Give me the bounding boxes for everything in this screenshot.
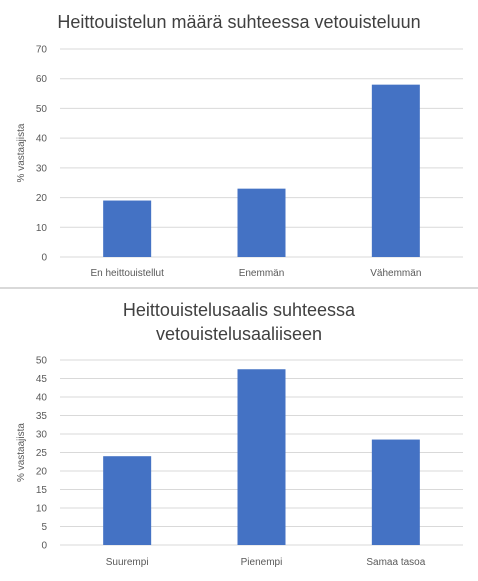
y-tick-label: 10 [36, 504, 48, 515]
y-tick-label: 35 [36, 411, 48, 422]
chart-panel-1: Heittouistelun määrä suhteessa vetouiste… [0, 0, 478, 287]
y-tick-label: 50 [36, 104, 48, 115]
x-category-label: Pienempi [241, 557, 283, 568]
y-tick-label: 25 [36, 448, 48, 459]
chart-divider [0, 287, 478, 289]
chart-panel-2: Heittouistelusaalis suhteessa vetouistelu… [0, 289, 478, 576]
y-tick-label: 5 [41, 522, 47, 533]
y-tick-label: 20 [36, 467, 48, 478]
x-category-label: Suurempi [106, 557, 149, 568]
bar-1 [103, 200, 152, 257]
y-tick-label: 20 [36, 193, 48, 204]
chart-title: Heittouistelusaalis suhteessa [123, 300, 356, 320]
y-tick-label: 10 [36, 223, 48, 234]
y-tick-label: 0 [41, 253, 47, 264]
y-axis-label: % vastaajista [16, 423, 27, 482]
y-tick-label: 15 [36, 485, 48, 496]
bar-2 [237, 188, 286, 257]
x-category-label: Samaa tasoa [366, 557, 425, 568]
y-tick-label: 45 [36, 374, 48, 385]
y-tick-label: 70 [36, 45, 48, 56]
y-tick-label: 30 [36, 430, 48, 441]
y-tick-label: 0 [41, 541, 47, 552]
y-tick-label: 40 [36, 134, 48, 145]
bar-2 [237, 369, 286, 545]
chart-title: vetouistelusaaliiseen [156, 324, 322, 344]
bar-chart-1: Heittouistelun määrä suhteessa vetouiste… [16, 12, 463, 279]
y-tick-label: 30 [36, 163, 48, 174]
x-category-label: En heittouistellut [90, 268, 164, 279]
bar-1 [103, 456, 152, 545]
bar-3 [371, 84, 420, 258]
y-tick-label: 60 [36, 74, 48, 85]
y-axis-label: % vastaajista [16, 123, 27, 182]
y-tick-label: 40 [36, 393, 48, 404]
y-tick-label: 50 [36, 356, 48, 367]
x-category-label: Vähemmän [370, 268, 421, 279]
chart-title: Heittouistelun määrä suhteessa vetouiste… [57, 12, 420, 32]
bar-chart-2: Heittouistelusaalis suhteessa vetouistelu… [16, 300, 463, 568]
x-category-label: Enemmän [239, 268, 285, 279]
bar-3 [371, 439, 420, 545]
